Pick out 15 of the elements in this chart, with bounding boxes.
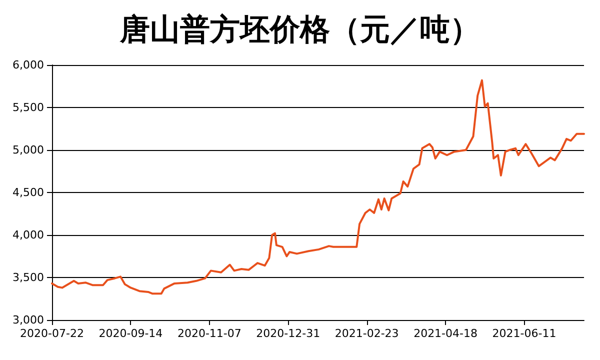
x-tick-label: 2020-11-07 xyxy=(177,327,242,340)
x-tick-label: 2020-07-22 xyxy=(20,327,84,340)
chart-title: 唐山普方坯价格（元／吨） xyxy=(119,12,480,48)
x-tick-label: 2021-06-11 xyxy=(492,327,556,340)
y-tick-label: 6,000 xyxy=(12,58,44,72)
y-tick-label: 3,500 xyxy=(12,271,44,284)
y-tick-label: 3,000 xyxy=(12,314,44,326)
x-tick-label: 2020-09-14 xyxy=(98,327,163,340)
y-tick-label: 5,000 xyxy=(12,144,44,156)
y-tick-label: 4,000 xyxy=(12,228,44,242)
x-tick-label: 2020-12-31 xyxy=(256,327,320,340)
y-tick-label: 5,500 xyxy=(12,101,44,114)
y-tick-label: 4,500 xyxy=(12,186,44,199)
x-tick-label: 2021-02-23 xyxy=(334,327,399,340)
x-tick-label: 2021-04-18 xyxy=(414,327,478,340)
